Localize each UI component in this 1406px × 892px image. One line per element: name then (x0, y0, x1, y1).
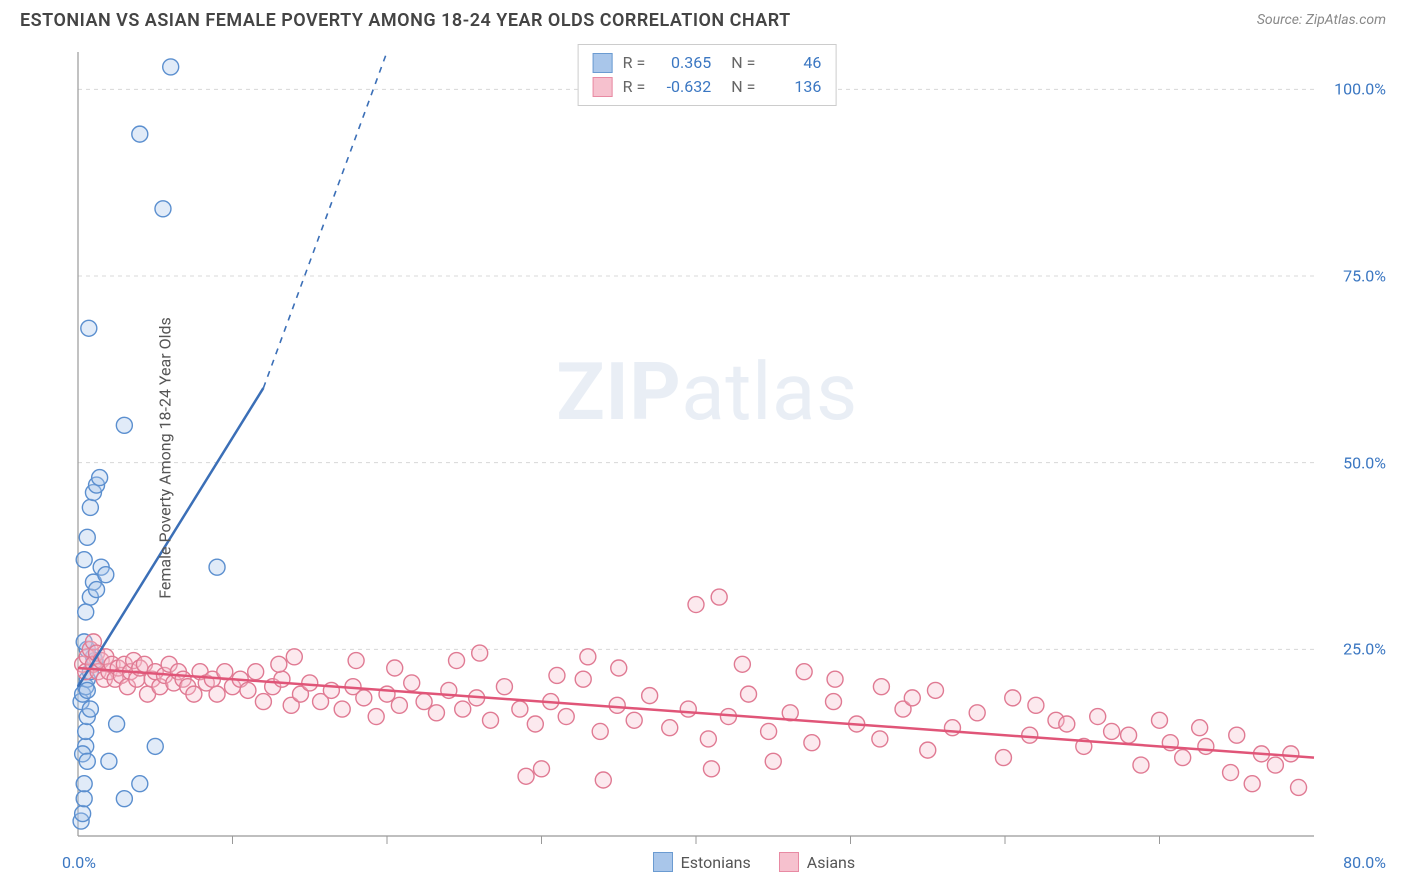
correlation-legend: R = 0.365 N = 46 R = -0.632 N = 136 (578, 44, 837, 106)
legend-R-label: R = (623, 51, 646, 75)
legend-swatch (593, 77, 613, 97)
y-axis-tick-label: 100.0% (1334, 80, 1386, 99)
correlation-legend-row: R = -0.632 N = 136 (593, 75, 822, 99)
scatter-plot (28, 44, 1386, 872)
correlation-legend-row: R = 0.365 N = 46 (593, 51, 822, 75)
legend-R-label: R = (623, 75, 646, 99)
source-attribution: Source: ZipAtlas.com (1257, 10, 1386, 28)
legend-N-label: N = (731, 51, 755, 75)
series-legend-item: Estonians (653, 852, 751, 872)
y-axis-tick-label: 25.0% (1343, 640, 1386, 659)
x-axis-max-label: 80.0% (1343, 853, 1386, 872)
legend-swatch (779, 852, 799, 872)
legend-swatch (653, 852, 673, 872)
y-axis-tick-label: 75.0% (1343, 267, 1386, 286)
x-axis-min-label: 0.0% (62, 853, 96, 872)
legend-R-value: -0.632 (655, 75, 711, 99)
y-axis-tick-label: 50.0% (1343, 453, 1386, 472)
chart-title: ESTONIAN VS ASIAN FEMALE POVERTY AMONG 1… (20, 10, 791, 31)
y-axis-label: Female Poverty Among 18-24 Year Olds (155, 317, 174, 599)
chart-container: Female Poverty Among 18-24 Year Olds ZIP… (28, 44, 1386, 872)
legend-N-value: 46 (765, 51, 821, 75)
series-legend-label: Estonians (681, 853, 751, 872)
series-legend-item: Asians (779, 852, 855, 872)
series-legend: Estonians Asians (653, 852, 855, 872)
legend-swatch (593, 53, 613, 73)
legend-N-value: 136 (765, 75, 821, 99)
series-legend-label: Asians (807, 853, 855, 872)
legend-N-label: N = (731, 75, 755, 99)
legend-R-value: 0.365 (655, 51, 711, 75)
